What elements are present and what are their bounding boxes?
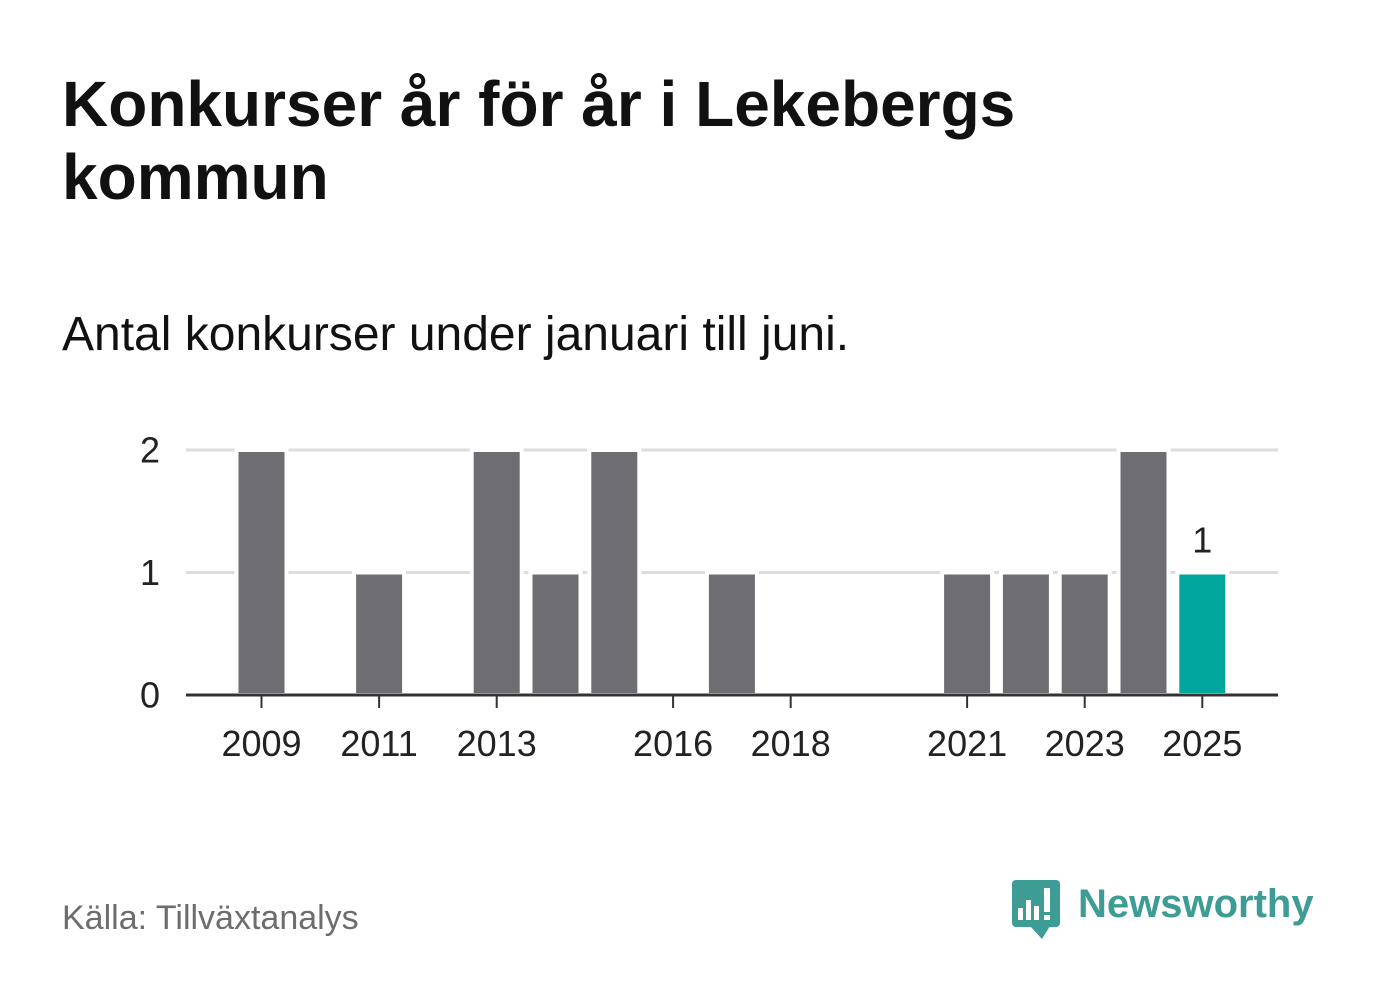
bar-2011 <box>352 570 407 697</box>
data-label-2025: 1 <box>1192 520 1212 561</box>
bar-2025 <box>1175 570 1230 697</box>
chart-title: Konkurser år för år i Lekebergs kommun <box>62 68 1016 213</box>
y-tick-label-1: 1 <box>140 552 160 593</box>
bar-2017 <box>704 570 759 697</box>
logo-bar <box>1034 906 1039 920</box>
x-axis-labels: 2009 2011 2013 2016 2018 2021 2023 2025 <box>221 723 1242 764</box>
logo-bar <box>1018 908 1023 920</box>
bar-2022 <box>998 570 1053 697</box>
bar-2014 <box>528 570 583 697</box>
gridlines <box>186 448 1278 574</box>
bar-2009 <box>234 448 289 697</box>
chart-subtitle: Antal konkurser under januari till juni. <box>62 308 850 361</box>
y-tick-label-2: 2 <box>140 430 160 471</box>
x-tick-label-2018: 2018 <box>751 723 831 764</box>
bar-2013 <box>469 448 524 697</box>
x-axis <box>186 693 1278 708</box>
x-tick-label-2025: 2025 <box>1162 723 1242 764</box>
logo-exclamation-stem <box>1044 888 1050 912</box>
x-tick-label-2009: 2009 <box>221 723 301 764</box>
data-labels: 1 <box>1192 520 1212 561</box>
y-axis-labels: 0 1 2 <box>140 430 160 716</box>
logo-exclamation-dot <box>1044 915 1050 920</box>
bar-2021 <box>940 570 995 697</box>
x-tick-label-2016: 2016 <box>633 723 713 764</box>
y-tick-label-0: 0 <box>140 675 160 716</box>
logo-bubble-tail <box>1030 926 1050 939</box>
x-tick-label-2013: 2013 <box>457 723 537 764</box>
newsworthy-logo-icon <box>1012 880 1060 939</box>
bar-2023 <box>1057 570 1112 697</box>
x-tick-label-2011: 2011 <box>340 723 417 764</box>
x-tick-label-2021: 2021 <box>927 723 1007 764</box>
x-tick-label-2023: 2023 <box>1045 723 1125 764</box>
bars <box>234 448 1230 697</box>
bar-2024 <box>1116 448 1171 697</box>
logo-bar <box>1026 900 1031 920</box>
source-note: Källa: Tillväxtanalys <box>62 899 359 937</box>
bar-chart: 0 1 2 2009 2011 2013 2016 2018 2021 2023 2025 1 <box>140 430 1278 764</box>
brand-name: Newsworthy <box>1078 882 1314 926</box>
bar-2015 <box>587 448 642 697</box>
